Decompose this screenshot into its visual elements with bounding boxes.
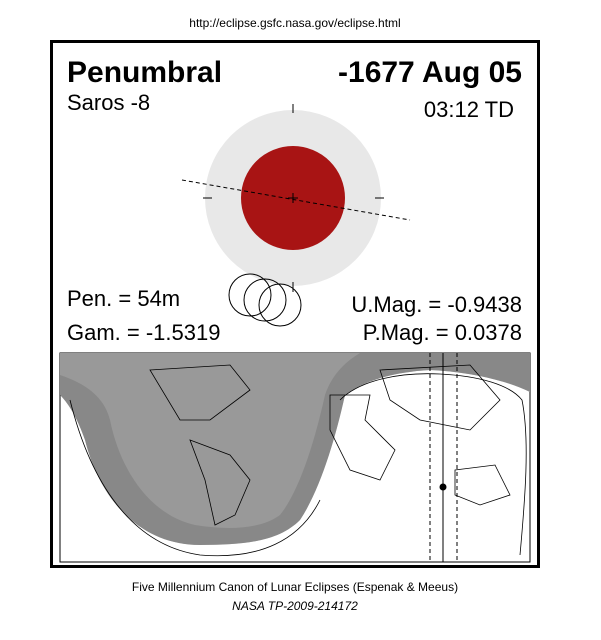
penumbral-duration: Pen. = 54m [67, 286, 180, 311]
umbra-circles [228, 273, 302, 327]
url: http://eclipse.gsfc.nasa.gov/eclipse.htm… [189, 16, 400, 30]
world-map [59, 352, 531, 563]
footer-reference: NASA TP-2009-214172 [232, 599, 358, 613]
umbral-magnitude: U.Mag. = -0.9438 [351, 292, 522, 317]
eclipse-type: Penumbral [67, 56, 222, 89]
eclipse-date: -1677 Aug 05 [338, 56, 522, 89]
axis-ticks [203, 104, 384, 292]
moon-path [181, 179, 411, 221]
gamma: Gam. = -1.5319 [67, 320, 220, 345]
time: 03:12 TD [424, 97, 514, 122]
footer-title: Five Millennium Canon of Lunar Eclipses … [132, 580, 458, 594]
saros: Saros -8 [67, 90, 150, 115]
penumbral-magnitude: P.Mag. = 0.0378 [363, 320, 522, 345]
